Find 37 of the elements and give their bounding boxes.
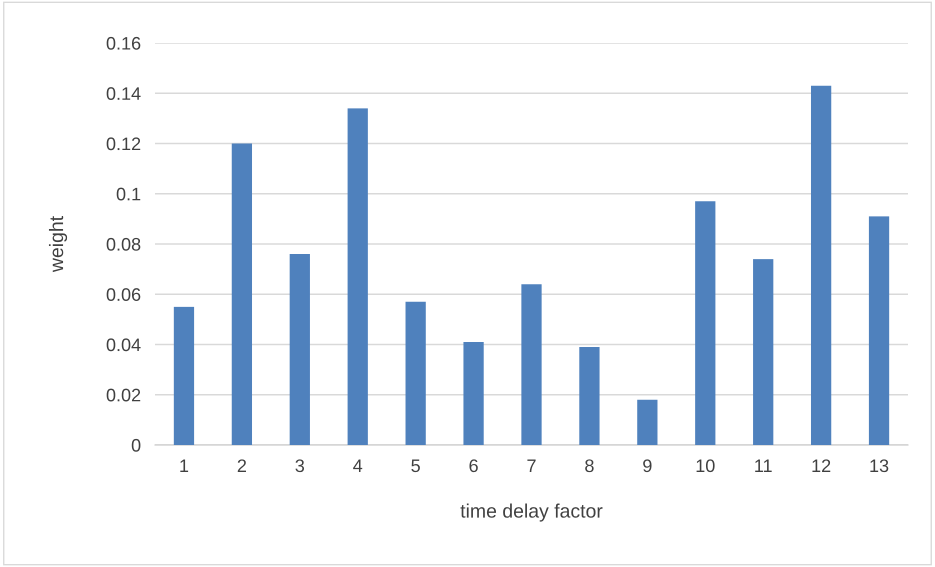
x-axis-title: time delay factor [460, 504, 603, 522]
bar [753, 259, 774, 445]
x-tick-label: 2 [238, 459, 246, 472]
bar [463, 342, 484, 445]
bar [868, 216, 890, 445]
x-tick-label: 10 [696, 459, 715, 472]
y-tick-label: 0.02 [106, 388, 140, 402]
y-tick-label: 0.08 [106, 238, 140, 251]
bar [406, 302, 426, 445]
y-tick-label: 0.16 [106, 36, 140, 50]
x-tick-label: 1 [180, 460, 188, 472]
y-tick-label: 0.06 [106, 288, 140, 301]
x-tick-label: 4 [353, 460, 362, 472]
bar [348, 108, 368, 445]
y-tick-label: 0.14 [106, 87, 141, 100]
bar [521, 284, 542, 445]
y-tick-label: 0.12 [106, 137, 140, 150]
x-tick-label: 12 [812, 459, 830, 472]
bar [637, 400, 658, 445]
bar [579, 347, 600, 445]
x-tick-label: 8 [585, 459, 594, 472]
y-tick-label: 0 [132, 438, 140, 452]
y-tick-label: 0.1 [116, 188, 140, 200]
x-tick-label: 7 [527, 460, 536, 472]
bar [810, 86, 832, 445]
y-tick-label: 0.04 [106, 338, 141, 352]
x-tick-label: 6 [469, 459, 478, 472]
x-tick-label: 9 [643, 459, 652, 472]
bar [174, 306, 194, 445]
y-axis-title: weight [48, 216, 68, 272]
x-tick-label: 5 [411, 460, 420, 472]
x-tick-label: 13 [870, 459, 888, 472]
x-tick-label: 3 [295, 459, 304, 472]
x-tick-label: 11 [755, 460, 772, 472]
bar [290, 254, 310, 445]
bar [695, 201, 716, 445]
bar [232, 144, 252, 445]
